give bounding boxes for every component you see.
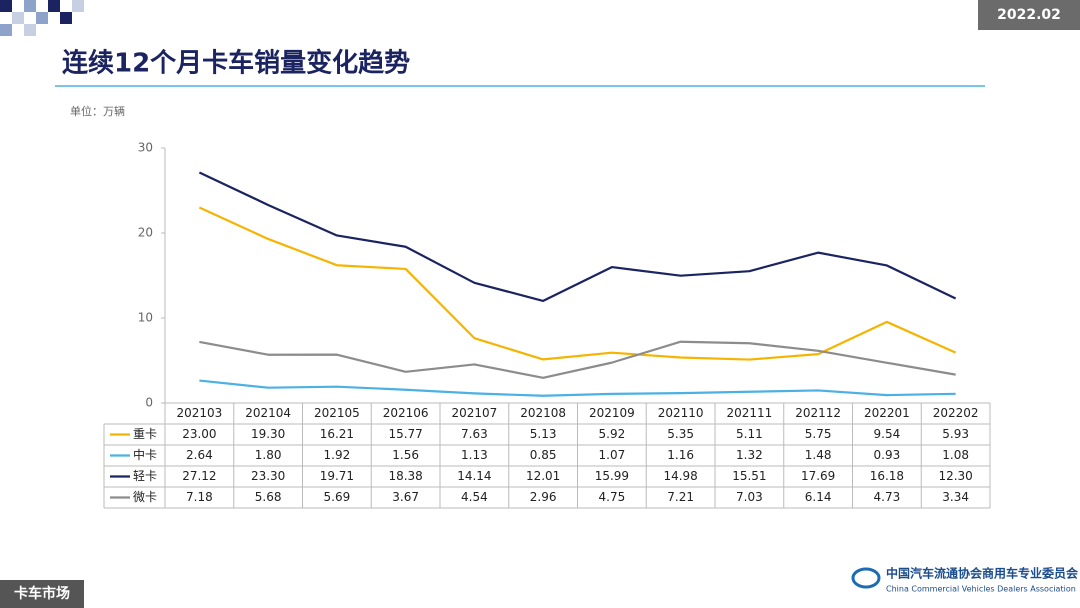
table-value: 4.54 [461, 490, 488, 504]
org-en: China Commercial Vehicles Dealers Associ… [886, 585, 1076, 594]
x-tick-label: 202112 [795, 406, 841, 420]
table-value: 5.93 [942, 427, 969, 441]
y-tick-label: 30 [138, 141, 153, 155]
x-tick-label: 202107 [451, 406, 497, 420]
table-value: 1.92 [324, 448, 351, 462]
table-value: 19.30 [251, 427, 285, 441]
table-value: 5.13 [530, 427, 557, 441]
table-value: 15.51 [732, 469, 766, 483]
table-value: 1.16 [667, 448, 694, 462]
x-tick-label: 202110 [658, 406, 704, 420]
y-tick-label: 10 [138, 311, 153, 325]
table-value: 23.30 [251, 469, 285, 483]
date: 2022.02 [997, 7, 1061, 23]
x-tick-label: 202108 [520, 406, 566, 420]
table-value: 7.63 [461, 427, 488, 441]
table-value: 1.08 [942, 448, 969, 462]
table-value: 14.98 [663, 469, 697, 483]
table-value: 7.21 [667, 490, 694, 504]
logo [851, 567, 881, 589]
table-value: 17.69 [801, 469, 835, 483]
table-value: 1.48 [805, 448, 832, 462]
x-tick-label: 202106 [383, 406, 429, 420]
legend-label: 中卡 [133, 447, 157, 462]
table-value: 18.38 [388, 469, 422, 483]
x-tick-label: 202103 [176, 406, 222, 420]
x-tick-label: 202202 [933, 406, 979, 420]
table-value: 5.69 [324, 490, 351, 504]
date-box [978, 0, 1080, 30]
legend-label: 轻卡 [133, 469, 157, 483]
table-value: 7.03 [736, 490, 763, 504]
y-tick-label: 0 [145, 396, 153, 410]
table-value: 23.00 [182, 427, 216, 441]
table-value: 7.18 [186, 490, 213, 504]
table-value: 16.21 [320, 427, 354, 441]
table-value: 4.73 [874, 490, 901, 504]
table-value: 1.32 [736, 448, 763, 462]
table-value: 16.18 [870, 469, 904, 483]
table-value: 3.67 [392, 490, 419, 504]
org-cn: 中国汽车流通协会商用车专业委员会 [886, 566, 1079, 581]
table-value: 1.56 [392, 448, 419, 462]
legend-label: 重卡 [133, 427, 157, 441]
table-value: 5.75 [805, 427, 832, 441]
chart-title: 连续12个月卡车销量变化趋势 [62, 48, 410, 79]
series-line [198, 171, 957, 303]
table-value: 5.68 [255, 490, 282, 504]
y-tick-label: 20 [138, 226, 153, 240]
series-line [199, 340, 956, 379]
corner-pattern [0, 0, 84, 36]
series-line [199, 379, 956, 397]
table-value: 5.35 [667, 427, 694, 441]
table-value: 27.12 [182, 469, 216, 483]
legend-label: 微卡 [133, 490, 157, 504]
x-tick-label: 202104 [245, 406, 291, 420]
table-value: 1.80 [255, 448, 282, 462]
table-value: 14.14 [457, 469, 491, 483]
table-value: 12.30 [938, 469, 972, 483]
x-tick-label: 202201 [864, 406, 910, 420]
section-label: 卡车市场 [14, 585, 70, 602]
table-value: 5.11 [736, 427, 763, 441]
x-tick-label: 202109 [589, 406, 635, 420]
table-value: 0.93 [874, 448, 901, 462]
table-value: 12.01 [526, 469, 560, 483]
x-tick-label: 202105 [314, 406, 360, 420]
table-value: 6.14 [805, 490, 832, 504]
table-value: 1.13 [461, 448, 488, 462]
table-value: 15.77 [388, 427, 422, 441]
table-value: 1.07 [599, 448, 626, 462]
table-value: 3.34 [942, 490, 969, 504]
table-value: 9.54 [874, 427, 901, 441]
table-value: 19.71 [320, 469, 354, 483]
unit-label: 单位：万辆 [70, 104, 125, 118]
table-value: 2.64 [186, 448, 213, 462]
table-value: 2.96 [530, 490, 557, 504]
table-value: 15.99 [595, 469, 629, 483]
footer-box [0, 580, 84, 608]
table-value: 5.92 [599, 427, 626, 441]
series-line [198, 206, 957, 361]
table-value: 4.75 [599, 490, 626, 504]
table-value: 0.85 [530, 448, 557, 462]
x-tick-label: 202111 [726, 406, 772, 420]
